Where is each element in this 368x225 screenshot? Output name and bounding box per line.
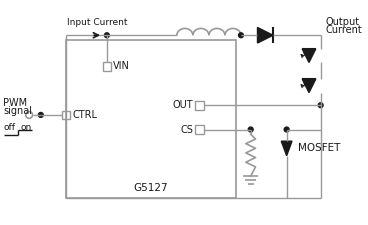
Text: Current: Current	[326, 25, 362, 35]
Circle shape	[318, 103, 323, 108]
Polygon shape	[302, 79, 316, 92]
Circle shape	[238, 33, 243, 38]
Text: off: off	[4, 123, 16, 132]
Text: Output: Output	[326, 17, 360, 27]
Text: MOSFET: MOSFET	[298, 144, 341, 153]
Polygon shape	[258, 27, 273, 43]
Bar	[195, 101, 204, 110]
Polygon shape	[302, 49, 316, 63]
Text: Input Current: Input Current	[67, 18, 127, 27]
Bar	[66, 40, 236, 198]
Text: G5127: G5127	[134, 183, 169, 193]
Text: signal: signal	[3, 106, 32, 116]
Bar	[62, 110, 70, 119]
Circle shape	[105, 33, 109, 38]
Polygon shape	[281, 141, 292, 156]
Circle shape	[38, 112, 43, 117]
Text: OUT: OUT	[172, 100, 193, 110]
Circle shape	[284, 127, 289, 132]
Text: on: on	[20, 123, 32, 132]
Text: PWM: PWM	[3, 98, 27, 108]
Text: CS: CS	[180, 124, 193, 135]
Circle shape	[248, 127, 253, 132]
Bar	[103, 62, 111, 71]
Text: VIN: VIN	[113, 61, 130, 71]
Text: CTRL: CTRL	[72, 110, 98, 120]
Bar	[195, 125, 204, 134]
